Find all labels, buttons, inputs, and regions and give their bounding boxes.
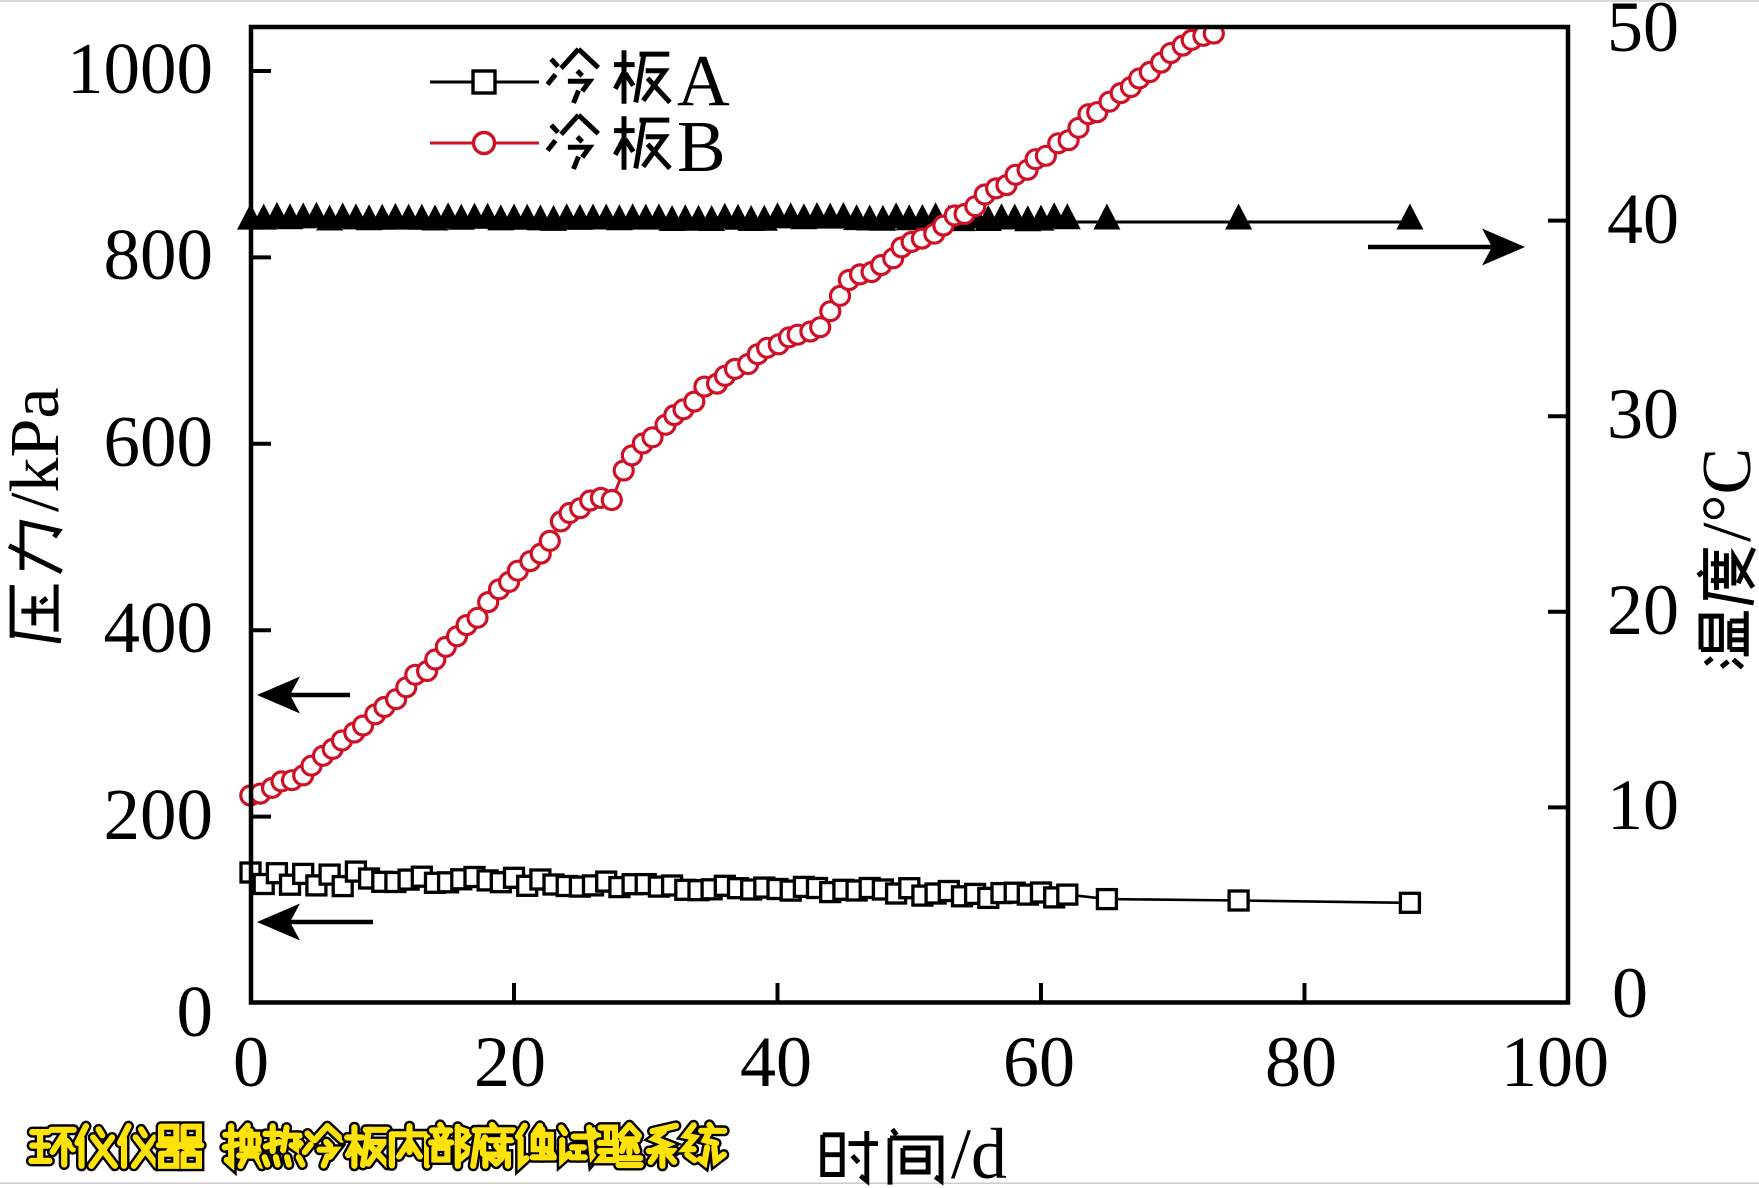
svg-text:0: 0 <box>233 1022 269 1102</box>
svg-text:20: 20 <box>474 1022 546 1102</box>
svg-text:0: 0 <box>1612 953 1648 1033</box>
svg-text:/kPa: /kPa <box>0 388 74 512</box>
svg-text:A: A <box>677 40 730 121</box>
svg-text:1000: 1000 <box>67 28 213 109</box>
svg-text:10: 10 <box>1607 765 1679 845</box>
svg-text:40: 40 <box>740 1022 812 1102</box>
svg-text:200: 200 <box>104 774 214 855</box>
svg-text:400: 400 <box>104 587 214 668</box>
svg-text:60: 60 <box>1003 1022 1075 1102</box>
svg-text:0: 0 <box>177 971 214 1052</box>
svg-text:/°C: /°C <box>1689 448 1759 542</box>
svg-text:80: 80 <box>1265 1022 1337 1102</box>
svg-text:B: B <box>677 106 726 187</box>
svg-text:50: 50 <box>1607 0 1679 67</box>
svg-text:800: 800 <box>104 214 214 295</box>
svg-text:20: 20 <box>1607 570 1679 650</box>
svg-text:/d: /d <box>951 1114 1007 1188</box>
svg-text:30: 30 <box>1607 374 1679 454</box>
svg-text:100: 100 <box>1501 1022 1609 1102</box>
svg-text:600: 600 <box>104 401 214 482</box>
svg-text:40: 40 <box>1607 179 1679 259</box>
